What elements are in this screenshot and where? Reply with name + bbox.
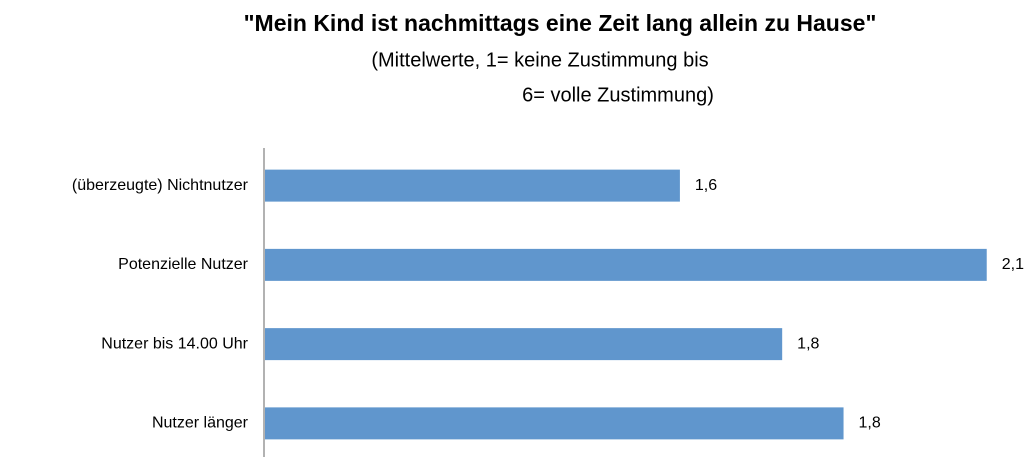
bar [265,328,783,361]
bar [265,248,987,281]
bar [265,407,844,440]
y-tick-label: Nutzer länger [152,415,249,432]
y-tick-label: Nutzer bis 14.00 Uhr [101,335,248,352]
chart-subtitle: 6= volle Zustimmung) [522,84,714,106]
y-tick-label: Potenzielle Nutzer [118,256,249,273]
value-label: 1,8 [859,415,881,432]
value-label: 1,8 [797,335,819,352]
y-tick-label: (überzeugte) Nichtnutzer [72,177,249,194]
value-label: 2,1 [1002,256,1024,273]
chart-title: "Mein Kind ist nachmittags eine Zeit lan… [244,10,877,36]
value-label: 1,6 [695,177,717,194]
chart-subtitle: (Mittelwerte, 1= keine Zustimmung bis [371,49,708,71]
bar [265,169,680,202]
